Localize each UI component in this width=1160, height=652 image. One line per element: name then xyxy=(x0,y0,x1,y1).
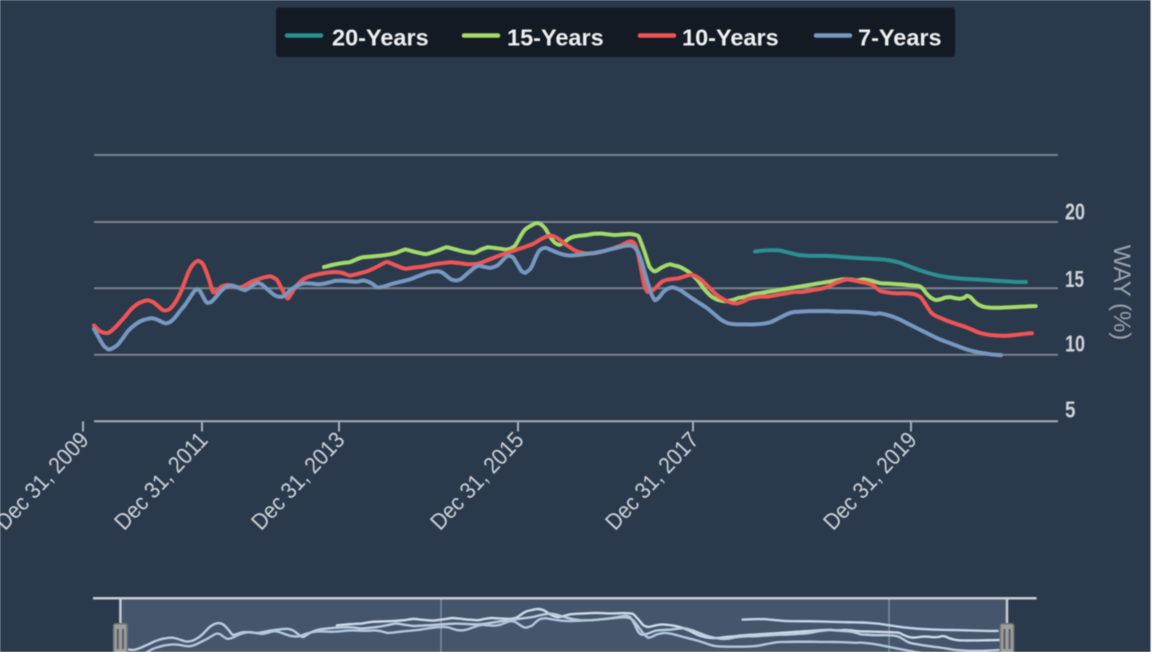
svg-text:20: 20 xyxy=(1065,198,1085,224)
svg-text:10: 10 xyxy=(1065,330,1085,356)
svg-text:10-Years: 10-Years xyxy=(682,24,779,50)
svg-text:5: 5 xyxy=(1065,397,1076,423)
svg-text:20-Years: 20-Years xyxy=(332,24,429,50)
svg-text:7-Years: 7-Years xyxy=(858,24,942,50)
svg-text:15: 15 xyxy=(1065,266,1084,292)
svg-text:15-Years: 15-Years xyxy=(507,24,604,50)
svg-text:WAY (%): WAY (%) xyxy=(1108,245,1135,341)
